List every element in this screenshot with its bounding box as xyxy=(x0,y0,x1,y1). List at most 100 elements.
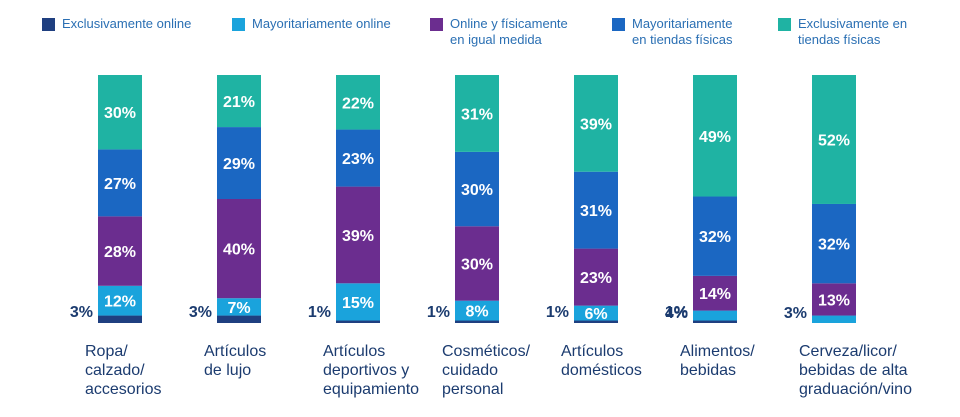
data-label: 1% xyxy=(427,304,450,321)
bar-segment-ropa-calzado-accesorios-exclusivamente-en-tiendas-fisicas xyxy=(98,75,142,150)
category-label: Cerveza/licor/ xyxy=(799,343,897,360)
bar-segment-cosmeticos-cuidado-personal-online-y-fisicamente-en-igual-medida xyxy=(455,226,499,301)
data-label: 49% xyxy=(699,129,731,146)
category-label: cuidado xyxy=(442,362,498,379)
bar-segment-alimentos-bebidas-online-y-fisicamente-en-igual-medida xyxy=(693,275,737,311)
bar-segment-ropa-calzado-accesorios-mayoritariamente-online xyxy=(98,285,142,316)
bar-segment-cerveza-licor-bebidas-de-alta-graduacion-vino-mayoritariamente-online xyxy=(812,315,856,323)
data-label: 27% xyxy=(104,176,136,193)
data-label: 30% xyxy=(104,105,136,122)
data-label: 29% xyxy=(223,156,255,173)
legend-label: Online y físicamente xyxy=(450,16,568,31)
bar-segment-articulos-deportivos-y-equipamiento-mayoritariamente-en-tiendas-fisicas xyxy=(336,129,380,187)
bar-segment-articulos-domesticos-exclusivamente-en-tiendas-fisicas xyxy=(574,75,618,172)
legend-swatch-mayoritariamente-online xyxy=(232,18,245,31)
bar-segment-articulos-de-lujo-exclusivamente-online xyxy=(217,315,261,323)
legend-label: Exclusivamente en xyxy=(798,16,907,31)
data-label: 12% xyxy=(104,294,136,311)
data-label: 7% xyxy=(227,300,250,317)
category-label: Artículos xyxy=(323,343,385,360)
legend-swatch-exclusivamente-online xyxy=(42,18,55,31)
data-label: 6% xyxy=(584,306,607,323)
bar-segment-articulos-domesticos-exclusivamente-online xyxy=(574,320,618,323)
bar-segment-cosmeticos-cuidado-personal-exclusivamente-online xyxy=(455,320,499,323)
legend-swatch-exclusivamente-en-tiendas-fisicas xyxy=(778,18,791,31)
legend-swatch-mayoritariamente-en-tiendas-fisicas xyxy=(612,18,625,31)
category-labels: Ropa/calzado/accesorios Artículos de lujo A… xyxy=(85,343,912,398)
data-label: 31% xyxy=(580,203,612,220)
category-label: domésticos xyxy=(561,362,642,379)
bar-segment-articulos-deportivos-y-equipamiento-online-y-fisicamente-en-igual-medida xyxy=(336,186,380,284)
bar-segment-articulos-de-lujo-mayoritariamente-en-tiendas-fisicas xyxy=(217,127,261,199)
category-label: graduación/vino xyxy=(799,381,912,398)
category-label: accesorios xyxy=(85,381,161,398)
category-label: Artículos xyxy=(561,343,623,360)
data-label: 3% xyxy=(70,304,93,321)
bar-segment-cerveza-licor-bebidas-de-alta-graduacion-vino-mayoritariamente-en-tiendas-fisicas xyxy=(812,203,856,284)
bar-segment-cosmeticos-cuidado-personal-mayoritariamente-en-tiendas-fisicas xyxy=(455,151,499,227)
data-label: 39% xyxy=(342,228,374,245)
bar-segment-articulos-deportivos-y-equipamiento-exclusivamente-en-tiendas-fisicas xyxy=(336,75,380,130)
legend-label: en tiendas físicas xyxy=(632,32,733,47)
data-label: 15% xyxy=(342,295,374,312)
data-label: 32% xyxy=(818,237,850,254)
data-label: 40% xyxy=(223,242,255,259)
bar-segment-articulos-deportivos-y-equipamiento-mayoritariamente-online xyxy=(336,283,380,321)
legend: Exclusivamente online Mayoritariamente on… xyxy=(42,16,907,47)
data-label: 39% xyxy=(580,116,612,133)
data-label: 30% xyxy=(461,182,493,199)
legend-label: en igual medida xyxy=(450,32,543,47)
data-label: 28% xyxy=(104,244,136,261)
bar-segment-articulos-de-lujo-mayoritariamente-online xyxy=(217,298,261,316)
data-label: 1% xyxy=(665,304,688,321)
bar-segment-articulos-domesticos-mayoritariamente-online xyxy=(574,305,618,321)
bar-segment-alimentos-bebidas-exclusivamente-online xyxy=(693,320,737,323)
category-label: calzado/ xyxy=(85,362,145,379)
category-label: personal xyxy=(442,381,503,398)
data-label: 1% xyxy=(546,304,569,321)
data-label: 23% xyxy=(342,151,374,168)
data-label: 21% xyxy=(223,94,255,111)
category-label: Cosméticos/ xyxy=(442,343,531,360)
data-label: 30% xyxy=(461,256,493,273)
category-label: bebidas xyxy=(680,362,736,379)
legend-swatch-online-y-fisicamente-en-igual-medida xyxy=(430,18,443,31)
data-label: 14% xyxy=(699,286,731,303)
data-label: 13% xyxy=(818,292,850,309)
legend-label: tiendas físicas xyxy=(798,32,881,47)
legend-label: Mayoritariamente xyxy=(632,16,732,31)
data-label: 1% xyxy=(308,304,331,321)
data-label: 3% xyxy=(189,304,212,321)
category-label: Alimentos/ xyxy=(680,343,755,360)
data-label: 52% xyxy=(818,132,850,149)
data-label: 23% xyxy=(580,270,612,287)
data-label: 3% xyxy=(784,305,807,322)
bar-segment-ropa-calzado-accesorios-exclusivamente-online xyxy=(98,315,142,323)
data-label: 22% xyxy=(342,95,374,112)
bar-segment-alimentos-bebidas-exclusivamente-en-tiendas-fisicas xyxy=(693,75,737,197)
data-label: 8% xyxy=(465,304,488,321)
bar-segment-articulos-domesticos-online-y-fisicamente-en-igual-medida xyxy=(574,248,618,306)
bars: 3% 12% 28% 27% 30% 3% 7% 40% 29% 21% 1% 15% 39% 23% 22… xyxy=(70,75,856,323)
bar-segment-ropa-calzado-accesorios-mayoritariamente-en-tiendas-fisicas xyxy=(98,149,142,217)
bar-segment-cerveza-licor-bebidas-de-alta-graduacion-vino-exclusivamente-en-tiendas-fisicas xyxy=(812,75,856,204)
bar-segment-cerveza-licor-bebidas-de-alta-graduacion-vino-online-y-fisicamente-en-igual-medida xyxy=(812,283,856,316)
category-label: Artículos xyxy=(204,343,266,360)
category-label: deportivos y xyxy=(323,362,409,379)
bar-segment-alimentos-bebidas-mayoritariamente-online xyxy=(693,310,737,321)
category-label: Ropa/ xyxy=(85,343,128,360)
bar-segment-articulos-de-lujo-online-y-fisicamente-en-igual-medida xyxy=(217,199,261,299)
bar-segment-cosmeticos-cuidado-personal-mayoritariamente-online xyxy=(455,300,499,321)
data-label: 32% xyxy=(699,229,731,246)
category-label: equipamiento xyxy=(323,381,419,398)
bar-segment-alimentos-bebidas-mayoritariamente-en-tiendas-fisicas xyxy=(693,196,737,276)
bar-segment-articulos-deportivos-y-equipamiento-exclusivamente-online xyxy=(336,320,380,323)
data-label: 4% xyxy=(665,305,688,322)
bar-segment-articulos-de-lujo-exclusivamente-en-tiendas-fisicas xyxy=(217,75,261,128)
category-label: de lujo xyxy=(204,362,251,379)
data-label: 31% xyxy=(461,106,493,123)
category-label: bebidas de alta xyxy=(799,362,908,379)
legend-label: Exclusivamente online xyxy=(62,16,191,31)
bar-segment-ropa-calzado-accesorios-online-y-fisicamente-en-igual-medida xyxy=(98,216,142,286)
